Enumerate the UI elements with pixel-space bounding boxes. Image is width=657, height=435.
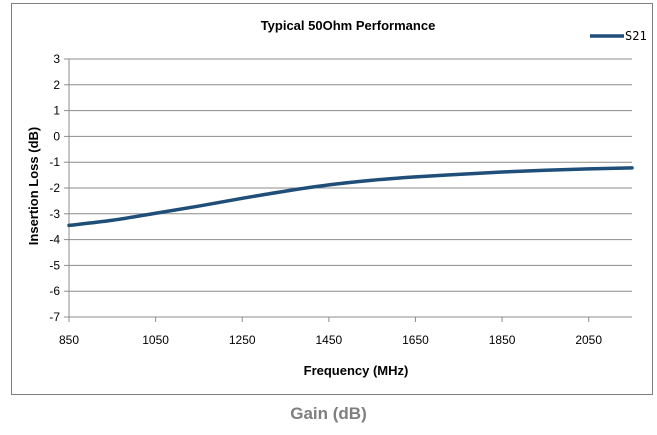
y-tick-label: -6 [49,284,60,298]
legend: S21 [590,29,647,43]
series-layer [67,166,634,228]
x-tick-label: 1250 [229,333,256,347]
y-tick-label: 3 [53,52,60,66]
chart-caption: Gain (dB) [290,404,367,423]
x-tick-label: 1450 [315,333,342,347]
y-tick-labels: 3 2 1 0 -1 -2 -3 -4 -5 -6 -7 [49,52,60,324]
y-axis-title: Insertion Loss (dB) [26,127,41,245]
y-tick-label: -3 [49,207,60,221]
y-tick-label: 2 [53,78,60,92]
x-tick-label: 1850 [489,333,516,347]
y-tick-label: -7 [49,310,60,324]
y-tick-label: -1 [49,155,60,169]
y-tick-label: 0 [53,129,60,143]
y-tick-label: -2 [49,181,60,195]
chart-title: Typical 50Ohm Performance [261,18,436,33]
y-tick-label: -5 [49,258,60,272]
grid-layer [64,58,632,322]
legend-label-s21: S21 [625,29,647,43]
x-tick-label: 850 [59,333,79,347]
series-line-s21 [67,166,634,228]
x-axis-title: Frequency (MHz) [304,363,409,378]
y-tick-label: 1 [53,104,60,118]
x-tick-label: 1050 [142,333,169,347]
x-tick-labels: 850 1050 1250 1450 1650 1850 2050 [59,333,602,347]
y-tick-label: -4 [49,233,60,247]
x-tick-label: 2050 [575,333,602,347]
chart-svg: Typical 50Ohm Performance 3 2 1 0 -1 -2 -3 -4 -5… [26,18,647,378]
chart-frame: Typical 50Ohm Performance 3 2 1 0 -1 -2 -3 -4 -5… [11,3,653,395]
x-tick-label: 1650 [402,333,429,347]
